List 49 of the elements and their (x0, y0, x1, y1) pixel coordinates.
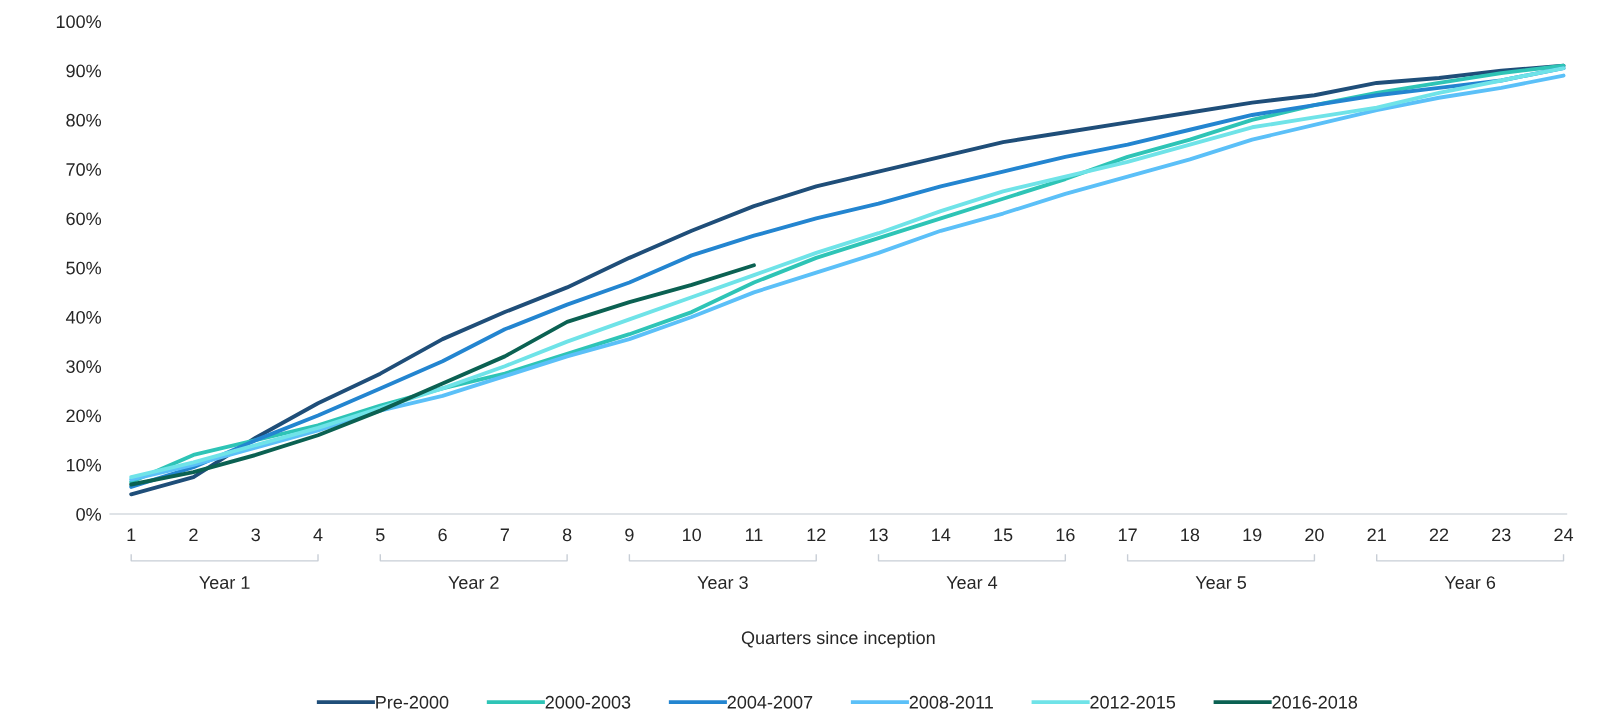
y-tick-label: 20% (66, 409, 102, 423)
x-tick-label: 14 (932, 528, 951, 542)
x-tick-label: 12 (807, 528, 826, 542)
y-tick-label: 90% (66, 64, 102, 78)
text: Year 6 (1444, 576, 1496, 589)
x-tick-label: 17 (1118, 528, 1137, 542)
y-tick-label: 70% (66, 163, 102, 176)
y-tick-label: 10% (66, 458, 102, 472)
y-tick-label: 80% (66, 113, 102, 127)
x-tick-label: 21 (1367, 528, 1386, 542)
y-tick-label: 50% (66, 261, 102, 275)
legend-label: 2000-2003 (545, 695, 631, 709)
y-tick-label: 30% (66, 360, 102, 373)
y-tick-label: 0% (76, 508, 102, 521)
x-tick-label: 4 (313, 528, 323, 542)
legend-label: 2016-2018 (1272, 695, 1358, 709)
legend-label: Pre-2000 (376, 695, 449, 709)
x-axis-title: Quarters since inception (741, 630, 935, 648)
x-tick-label: 23 (1492, 528, 1511, 542)
legend-label: 2008-2011 (909, 695, 993, 709)
y-tick-label: 40% (65, 310, 102, 324)
x-tick-label: 6 (438, 528, 447, 542)
x-tick-label: 19 (1243, 528, 1262, 542)
x-tick-label: 8 (562, 528, 572, 542)
x-tick-label: 20 (1305, 528, 1324, 542)
x-tick-label: 10 (683, 528, 702, 542)
x-tick-label: 3 (251, 528, 260, 542)
text: Year 2 (448, 576, 499, 589)
x-tick-label: 13 (869, 528, 888, 542)
line-series (129, 263, 756, 487)
x-tick-label: 5 (375, 528, 385, 542)
y-tick-label: 100% (56, 15, 102, 29)
x-tick-label: 2 (189, 528, 198, 542)
x-tick-label: 7 (500, 528, 509, 542)
text: Year 3 (697, 576, 748, 589)
y-tick-label: 60% (66, 212, 102, 226)
text: Year 5 (1195, 576, 1247, 589)
text: Year 1 (199, 576, 250, 589)
x-tick-label: 1 (127, 528, 136, 542)
legend-label: 2004-2007 (727, 695, 813, 709)
x-tick-label: 22 (1429, 528, 1449, 542)
x-tick-label: 16 (1056, 528, 1075, 542)
text: Year 4 (946, 576, 998, 589)
x-tick-label: 9 (625, 528, 634, 542)
x-tick-label: 15 (994, 528, 1013, 542)
x-tick-label: 24 (1554, 528, 1574, 542)
x-tick-label: 18 (1181, 528, 1200, 542)
x-tick-label: 11 (745, 528, 763, 542)
legend-label: 2012-2015 (1090, 695, 1176, 709)
